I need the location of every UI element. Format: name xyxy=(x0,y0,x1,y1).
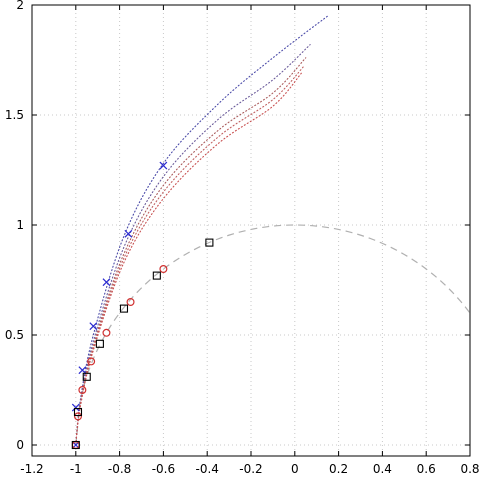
y-tick-label: 0 xyxy=(16,438,24,452)
cross-marker-stroke xyxy=(159,161,168,170)
cross-marker xyxy=(71,403,80,412)
square-marker xyxy=(82,372,91,381)
x-tick-label: -0.8 xyxy=(108,462,131,476)
x-tick-label: -1.2 xyxy=(20,462,43,476)
cross-marker-stroke xyxy=(89,322,98,331)
circle-marker xyxy=(78,386,87,395)
cross-marker xyxy=(89,322,98,331)
y-tick-label: 2 xyxy=(16,0,24,12)
square-marker xyxy=(119,304,129,313)
fan-curve xyxy=(75,72,302,446)
x-axis-ticks: -1.2 -1 -0.8 -0.6 -0.4 -0.2 0 0.2 0.4 0.6 0.8 xyxy=(20,5,480,476)
x-tick-label: 0.6 xyxy=(417,462,436,476)
x-tick-label: -1 xyxy=(70,462,82,476)
cross-marker-stroke xyxy=(78,366,87,375)
x-tick-label: 0.8 xyxy=(460,462,479,476)
markers xyxy=(71,161,214,450)
x-tick-label: -0.2 xyxy=(239,462,262,476)
circle-marker xyxy=(102,328,111,337)
circle-marker xyxy=(159,265,168,274)
circle-marker xyxy=(73,412,82,421)
y-tick-label: 0.5 xyxy=(5,328,24,342)
y-tick-label: 1 xyxy=(16,218,24,232)
cross-marker-stroke xyxy=(71,403,80,412)
cross-marker xyxy=(159,161,168,170)
cross-marker xyxy=(102,278,111,287)
x-tick-label: -0.6 xyxy=(152,462,175,476)
cross-marker xyxy=(124,229,133,238)
square-marker xyxy=(73,407,83,417)
y-tick-label: 1.5 xyxy=(5,108,24,122)
x-tick-label: 0.2 xyxy=(329,462,348,476)
plot-frame xyxy=(31,4,471,457)
reference-semicircle-curve xyxy=(75,224,471,446)
square-marker xyxy=(71,440,80,450)
y-axis-ticks: 0 0.5 1 1.5 2 xyxy=(5,0,470,452)
x-tick-label: 0.4 xyxy=(373,462,392,476)
circle-marker xyxy=(126,298,135,307)
cross-marker-stroke xyxy=(124,229,133,238)
x-tick-label: -0.4 xyxy=(195,462,218,476)
cross-marker-stroke xyxy=(102,278,111,287)
cross-marker xyxy=(78,366,87,375)
x-tick-label: 0 xyxy=(291,462,299,476)
square-marker xyxy=(152,271,161,280)
square-marker xyxy=(95,339,104,348)
square-marker xyxy=(205,238,214,247)
circle-marker xyxy=(87,357,96,366)
